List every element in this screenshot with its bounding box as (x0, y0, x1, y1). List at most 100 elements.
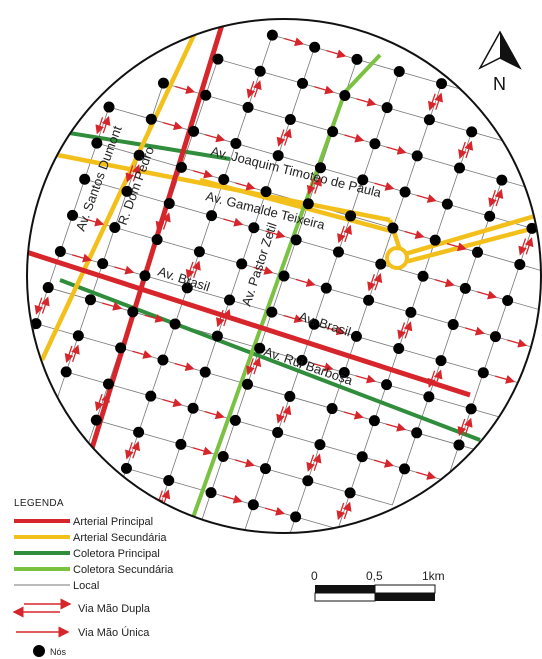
local-street (204, 335, 218, 373)
network-node (369, 138, 381, 150)
two-way-arrow (276, 406, 285, 424)
scale-label-half: 0,5 (366, 569, 383, 583)
one-way-arrow (313, 362, 334, 372)
network-node (229, 414, 241, 426)
local-street (470, 372, 484, 409)
network-node (163, 198, 175, 210)
network-node (181, 282, 193, 294)
two-way-arrow (313, 176, 322, 194)
two-way-arrow (336, 502, 346, 521)
network-node (90, 414, 102, 426)
two-way-arrow (397, 322, 406, 340)
two-way-arrow (101, 392, 110, 411)
local-street (471, 408, 514, 422)
local-street (78, 335, 121, 349)
network-node (133, 426, 145, 438)
network-node (320, 282, 332, 294)
local-street (205, 58, 219, 96)
network-node (42, 282, 54, 294)
local-street (283, 516, 297, 533)
network-node (266, 306, 278, 318)
local-street (404, 155, 418, 193)
network-node (447, 319, 459, 331)
local-street (229, 299, 272, 313)
local-street (108, 106, 152, 120)
two-way-arrow (403, 321, 413, 339)
two-way-arrow (185, 261, 195, 279)
local-street (495, 300, 509, 337)
one-way-arrow (204, 410, 225, 420)
network-node (272, 150, 284, 162)
local-street (446, 444, 460, 482)
network-node (254, 65, 266, 77)
network-node (206, 210, 218, 222)
scale-segment-3 (375, 593, 435, 601)
network-node (290, 511, 302, 523)
local-street (398, 348, 442, 361)
network-node (200, 89, 212, 101)
two-way-arrow (337, 225, 346, 244)
local-street (59, 215, 73, 252)
network-node (489, 331, 501, 343)
local-street (96, 142, 140, 156)
local-street (277, 396, 291, 433)
local-street (48, 287, 91, 301)
network-node (465, 403, 477, 415)
local-street (368, 299, 411, 313)
two-way-arrow (246, 358, 255, 376)
one-way-arrow (416, 194, 437, 203)
one-way-arrow (325, 326, 346, 336)
local-street (247, 383, 290, 397)
network-node (327, 126, 339, 138)
scale-bar: 0 0,5 1km (311, 569, 445, 602)
network-node (127, 306, 139, 318)
one-way-arrow (314, 85, 335, 95)
network-node (345, 210, 357, 222)
network-node (224, 294, 236, 306)
network-node (459, 282, 471, 294)
network-node (314, 162, 326, 174)
one-way-arrow (295, 278, 316, 287)
one-way-arrow (355, 374, 376, 384)
one-way-arrow (222, 494, 243, 504)
network-node (356, 451, 368, 463)
local-street (458, 444, 502, 458)
two-way-arrow (222, 308, 231, 327)
network-node (175, 438, 187, 450)
local-street (65, 335, 79, 373)
local-street (440, 324, 454, 361)
network-node (332, 246, 344, 258)
network-node (381, 102, 393, 114)
local-street (259, 35, 273, 72)
local-street (356, 335, 399, 349)
local-street (114, 191, 128, 228)
one-way-arrow (434, 278, 455, 288)
two-way-arrow (94, 393, 104, 412)
arterial-secundaria-road (39, 21, 203, 361)
one-way-arrow (235, 181, 256, 191)
local-street (501, 179, 541, 193)
local-street (114, 227, 158, 241)
one-way-arrow (102, 301, 123, 311)
local-street (302, 47, 316, 84)
local-street (265, 432, 279, 469)
two-way-arrow (155, 490, 164, 508)
one-way-arrow (84, 217, 105, 227)
two-way-arrow (494, 188, 504, 207)
local-street (410, 276, 424, 313)
network-node (381, 379, 393, 391)
two-way-arrow (283, 128, 292, 146)
network-node (151, 234, 163, 246)
local-street (482, 336, 496, 373)
local-street (169, 203, 212, 217)
local-street (180, 408, 194, 445)
local-street (157, 239, 200, 253)
local-street (416, 396, 430, 433)
network-nodes (30, 29, 538, 523)
local-street (471, 131, 515, 145)
network-node (302, 475, 314, 487)
network-node (429, 234, 441, 246)
local-street (350, 179, 364, 217)
local-street (368, 264, 382, 301)
local-street (429, 83, 442, 120)
